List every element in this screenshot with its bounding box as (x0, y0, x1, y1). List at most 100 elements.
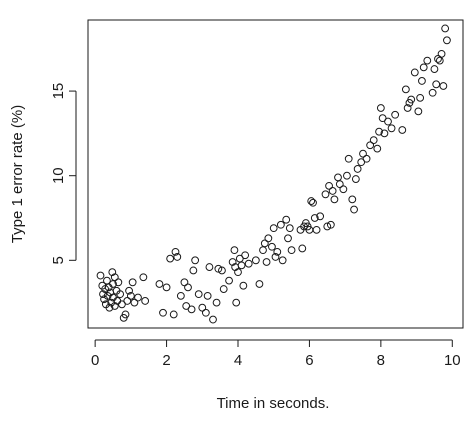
data-point (348, 195, 357, 204)
y-tick-label: 15 (50, 83, 67, 100)
data-point (268, 242, 276, 251)
data-point (212, 298, 221, 307)
data-point (123, 297, 132, 305)
x-tick-label: 4 (234, 352, 242, 369)
data-point (276, 220, 285, 229)
data-point (116, 290, 125, 299)
data-point (205, 263, 214, 271)
data-point (237, 261, 246, 270)
data-point (343, 171, 351, 180)
data-point (407, 95, 416, 104)
data-point (234, 268, 242, 277)
y-tick-label: 10 (50, 167, 67, 184)
x-axis-label: Time in seconds. (217, 395, 330, 412)
data-point (439, 82, 448, 90)
data-point (423, 56, 432, 65)
data-point (362, 154, 371, 163)
data-point (326, 220, 335, 229)
data-point (328, 187, 337, 195)
data-point (418, 77, 426, 85)
data-point (282, 215, 291, 224)
x-tick-label: 8 (377, 352, 385, 369)
data-point (312, 225, 321, 234)
x-tick-label: 6 (305, 352, 313, 369)
data-point (99, 290, 107, 299)
data-point (255, 280, 264, 288)
x-tick-label: 0 (91, 352, 99, 369)
data-point (441, 24, 450, 33)
data-point (251, 256, 260, 265)
data-point (351, 175, 360, 183)
data-point (284, 234, 292, 243)
data-point (180, 278, 189, 287)
data-point (130, 298, 139, 307)
data-point (443, 36, 451, 45)
data-point (173, 253, 182, 261)
data-point (244, 259, 253, 268)
data-point (375, 127, 383, 136)
data-point (239, 281, 248, 290)
data-point (285, 224, 294, 233)
data-point (430, 65, 439, 73)
data-point (214, 264, 223, 273)
data-point (359, 149, 367, 158)
data-point (189, 266, 198, 275)
data-point (387, 124, 396, 133)
data-point (110, 302, 119, 310)
data-point (419, 63, 428, 72)
data-point (316, 212, 325, 221)
data-point (262, 258, 271, 266)
data-point (437, 49, 446, 58)
data-point (203, 291, 212, 300)
data-point (353, 165, 362, 173)
data-point (403, 104, 412, 112)
data-point (307, 197, 316, 205)
data-point (121, 310, 130, 319)
data-point (166, 254, 175, 263)
data-point (191, 256, 200, 265)
data-point (118, 300, 126, 309)
data-point (198, 303, 207, 312)
data-point (110, 273, 119, 282)
data-point (134, 293, 142, 302)
data-point (260, 239, 269, 248)
data-point (414, 107, 423, 116)
data-point (241, 251, 250, 260)
data-point (219, 285, 228, 293)
data-point (162, 283, 171, 292)
plot-frame (87, 19, 464, 329)
data-point (330, 195, 339, 204)
data-point (108, 268, 117, 277)
y-axis-label: Type 1 error rate (%) (9, 105, 26, 243)
data-point (228, 258, 237, 266)
data-points (96, 24, 451, 324)
data-point (187, 305, 196, 314)
data-point (194, 290, 203, 299)
data-point (366, 141, 375, 150)
data-point (105, 303, 114, 312)
data-point (128, 278, 137, 287)
data-point (369, 136, 378, 145)
data-point (410, 68, 419, 77)
data-point (357, 158, 366, 167)
data-point (321, 190, 330, 199)
data-point (344, 154, 353, 163)
data-point (96, 271, 105, 280)
data-point (373, 144, 382, 153)
data-point (230, 246, 239, 255)
data-point (323, 222, 332, 231)
data-point (350, 205, 358, 214)
data-point (435, 56, 444, 65)
data-point (184, 283, 192, 292)
data-point (376, 104, 385, 112)
data-point (325, 181, 333, 190)
data-point (176, 291, 185, 300)
data-point (273, 247, 282, 256)
data-point (335, 180, 344, 189)
data-point (434, 55, 442, 63)
data-point (269, 224, 278, 233)
data-point (271, 253, 280, 261)
data-point (398, 126, 407, 134)
data-point (141, 297, 150, 305)
